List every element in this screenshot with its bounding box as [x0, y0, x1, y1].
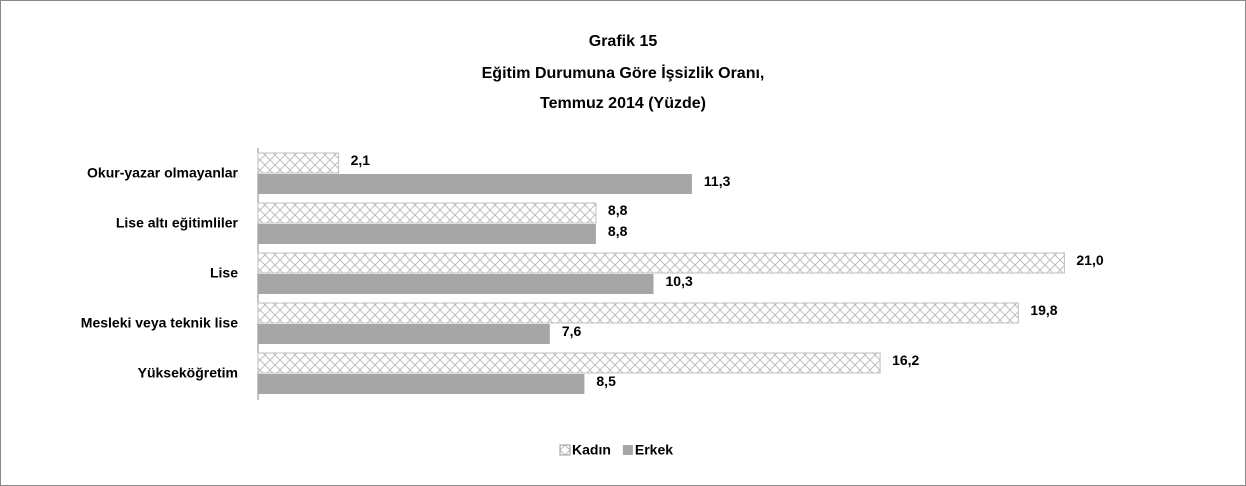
- chart-title: Grafik 15: [589, 33, 658, 50]
- bar: [257, 352, 881, 374]
- data-label: 8,8: [608, 223, 628, 239]
- data-label: 8,8: [608, 202, 628, 218]
- data-label: 7,6: [562, 323, 582, 339]
- data-label: 10,3: [666, 273, 693, 289]
- data-label: 19,8: [1030, 302, 1057, 318]
- chart-subtitle: Temmuz 2014 (Yüzde): [540, 95, 706, 112]
- bar: [257, 252, 1065, 274]
- bar: [258, 274, 654, 294]
- legend-label: Kadın: [572, 442, 611, 458]
- data-label: 11,3: [704, 173, 731, 189]
- chart-subtitle: Eğitim Durumuna Göre İşsizlik Oranı,: [482, 64, 765, 82]
- y-tick-label: Lise altı eğitimliler: [116, 215, 239, 231]
- y-tick-label: Lise: [210, 265, 238, 281]
- bar: [257, 202, 597, 224]
- y-tick-label: Mesleki veya teknik lise: [81, 315, 238, 331]
- bar: [258, 374, 585, 394]
- legend-swatch: [559, 444, 571, 456]
- bar: [257, 152, 340, 174]
- bar: [258, 324, 550, 344]
- legend-swatch: [622, 445, 633, 455]
- y-tick-label: Okur-yazar olmayanlar: [87, 165, 239, 181]
- legend-label: Erkek: [635, 442, 673, 458]
- bar: [257, 302, 1019, 324]
- data-label: 16,2: [892, 352, 919, 368]
- data-label: 2,1: [351, 152, 371, 168]
- data-label: 21,0: [1076, 252, 1103, 268]
- y-tick-label: Yükseköğretim: [138, 365, 238, 381]
- bar: [258, 174, 692, 194]
- bar: [258, 224, 596, 244]
- data-label: 8,5: [596, 373, 616, 389]
